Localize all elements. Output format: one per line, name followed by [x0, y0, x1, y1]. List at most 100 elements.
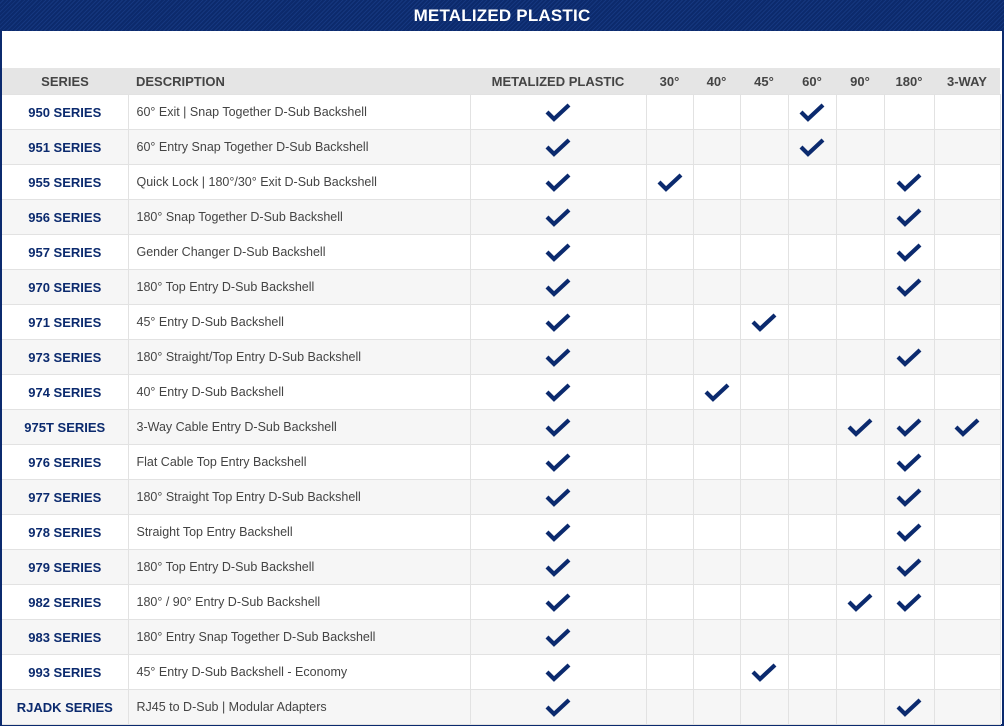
check-cell [692, 199, 741, 235]
check-cell [787, 444, 837, 480]
check-cell [933, 199, 1001, 235]
checkmark-icon [545, 592, 571, 612]
check-cell [883, 584, 935, 620]
series-cell[interactable]: 983 SERIES [2, 619, 129, 655]
check-cell [835, 304, 885, 340]
series-cell[interactable]: 977 SERIES [2, 479, 129, 515]
check-cell [835, 444, 885, 480]
description-cell: 45° Entry D-Sub Backshell [127, 304, 471, 340]
checkmark-icon [657, 172, 683, 192]
check-cell [787, 479, 837, 515]
check-cell [883, 339, 935, 375]
check-cell [739, 584, 789, 620]
check-cell [835, 619, 885, 655]
checkmark-icon [545, 312, 571, 332]
check-cell [933, 409, 1001, 445]
check-cell [739, 409, 789, 445]
series-cell[interactable]: 976 SERIES [2, 444, 129, 480]
check-cell [469, 94, 647, 130]
check-cell [645, 549, 694, 585]
check-cell [469, 164, 647, 200]
check-cell [469, 269, 647, 305]
column-header-60: 60° [788, 68, 836, 95]
checkmark-icon [545, 102, 571, 122]
series-cell[interactable]: 950 SERIES [2, 94, 129, 130]
check-cell [692, 94, 741, 130]
check-cell [835, 584, 885, 620]
series-cell[interactable]: 973 SERIES [2, 339, 129, 375]
check-cell [469, 654, 647, 690]
column-header-3-way: 3-WAY [934, 68, 1000, 95]
check-cell [645, 689, 694, 725]
checkmark-icon [896, 347, 922, 367]
check-cell [469, 304, 647, 340]
check-cell [883, 374, 935, 410]
check-cell [645, 234, 694, 270]
series-cell[interactable]: 979 SERIES [2, 549, 129, 585]
check-cell [645, 374, 694, 410]
check-cell [835, 199, 885, 235]
check-cell [692, 129, 741, 165]
check-cell [835, 339, 885, 375]
checkmark-icon [896, 417, 922, 437]
check-cell [883, 164, 935, 200]
checkmark-icon [896, 452, 922, 472]
check-cell [469, 199, 647, 235]
series-cell[interactable]: 955 SERIES [2, 164, 129, 200]
series-cell[interactable]: 971 SERIES [2, 304, 129, 340]
check-cell [787, 94, 837, 130]
series-cell[interactable]: 951 SERIES [2, 129, 129, 165]
check-cell [835, 269, 885, 305]
check-cell [933, 374, 1001, 410]
checkmark-icon [896, 697, 922, 717]
check-cell [739, 339, 789, 375]
check-cell [469, 549, 647, 585]
check-cell [692, 689, 741, 725]
series-cell[interactable]: 957 SERIES [2, 234, 129, 270]
check-cell [933, 689, 1001, 725]
series-cell[interactable]: 982 SERIES [2, 584, 129, 620]
checkmark-icon [545, 627, 571, 647]
checkmark-icon [847, 592, 873, 612]
checkmark-icon [545, 522, 571, 542]
description-cell: 3-Way Cable Entry D-Sub Backshell [127, 409, 471, 445]
table-row: 955 SERIES Quick Lock | 180°/30° Exit D-S… [2, 164, 1001, 200]
check-cell [739, 199, 789, 235]
check-cell [933, 94, 1001, 130]
series-cell[interactable]: 974 SERIES [2, 374, 129, 410]
check-cell [883, 129, 935, 165]
check-cell [933, 164, 1001, 200]
description-cell: 180° Top Entry D-Sub Backshell [127, 549, 471, 585]
series-cell[interactable]: 956 SERIES [2, 199, 129, 235]
table-row: 975T SERIES 3-Way Cable Entry D-Sub Backs… [2, 409, 1001, 445]
checkmark-icon [896, 277, 922, 297]
checkmark-icon [545, 207, 571, 227]
series-cell[interactable]: 970 SERIES [2, 269, 129, 305]
table-row: 950 SERIES 60° Exit | Snap Together D-Sub… [2, 94, 1001, 130]
check-cell [692, 234, 741, 270]
series-cell[interactable]: 975T SERIES [2, 409, 129, 445]
description-cell: Flat Cable Top Entry Backshell [127, 444, 471, 480]
checkmark-icon [896, 522, 922, 542]
description-cell: 60° Entry Snap Together D-Sub Backshell [127, 129, 471, 165]
series-cell[interactable]: 978 SERIES [2, 514, 129, 550]
check-cell [933, 654, 1001, 690]
check-cell [787, 374, 837, 410]
check-cell [645, 514, 694, 550]
check-cell [835, 129, 885, 165]
series-cell[interactable]: RJADK SERIES [2, 689, 129, 725]
checkmark-icon [545, 277, 571, 297]
table-row: 971 SERIES 45° Entry D-Sub Backshell [2, 304, 1001, 340]
check-cell [933, 339, 1001, 375]
check-cell [739, 94, 789, 130]
description-cell: 40° Entry D-Sub Backshell [127, 374, 471, 410]
check-cell [739, 479, 789, 515]
check-cell [787, 549, 837, 585]
check-cell [835, 234, 885, 270]
table-row: 970 SERIES 180° Top Entry D-Sub Backshell [2, 269, 1001, 305]
series-cell[interactable]: 993 SERIES [2, 654, 129, 690]
checkmark-icon [545, 242, 571, 262]
check-cell [739, 654, 789, 690]
check-cell [933, 514, 1001, 550]
checkmark-icon [545, 662, 571, 682]
